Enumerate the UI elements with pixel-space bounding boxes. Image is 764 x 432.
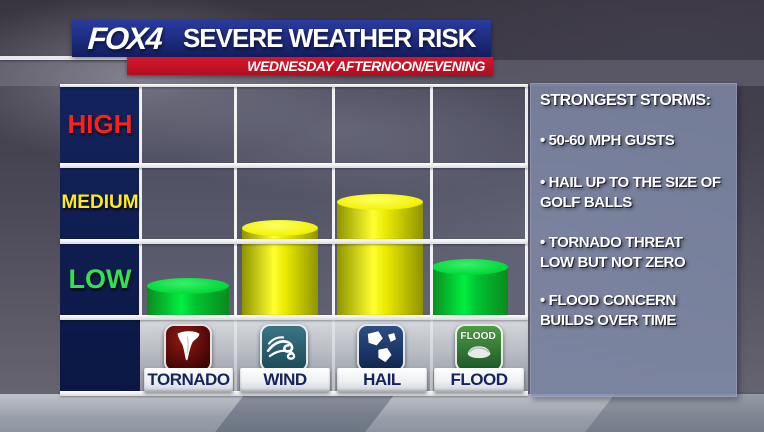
floor-shadow-band: [213, 392, 397, 432]
bullet-line: BUILDS OVER TIME: [540, 312, 677, 329]
wind-icon: [260, 324, 308, 372]
studio-floor: [0, 394, 764, 432]
grid-vline: [139, 85, 142, 318]
svg-text:FLOOD: FLOOD: [460, 331, 495, 342]
bullet-line: • 50-60 MPH GUSTS: [540, 132, 675, 149]
bar-hail-top: [337, 194, 423, 210]
bullet-hail: • HAIL UP TO THE SIZE OF GOLF BALLS: [540, 173, 729, 213]
bullet-gusts: • 50-60 MPH GUSTS: [540, 131, 729, 151]
hail-icon: [357, 324, 405, 372]
bullet-line: GOLF BALLS: [540, 194, 632, 211]
header-underline: [0, 56, 248, 60]
bar-tornado: [147, 278, 229, 318]
category-label-tornado: TORNADO: [144, 368, 233, 392]
category-label-text: TORNADO: [147, 370, 230, 389]
category-label-text: WIND: [263, 370, 307, 389]
bullet-line: • FLOOD CONCERN: [540, 292, 676, 309]
bar-flood-body: [432, 267, 508, 318]
grid-vline-faint: [234, 318, 237, 391]
page-title: SEVERE WEATHER RISK: [182, 23, 477, 53]
tornado-icon: [164, 324, 212, 372]
grid-hline: [60, 315, 528, 320]
floor-shadow-band: [583, 392, 764, 432]
fox4-logo: FOX4: [86, 20, 163, 56]
bullet-line: • TORNADO THREAT: [540, 234, 683, 251]
grid-hline: [60, 84, 528, 87]
flood-icon: FLOOD: [455, 324, 503, 372]
grid-vline: [525, 85, 528, 318]
grid-vline-faint: [430, 318, 433, 391]
grid-hline: [60, 239, 528, 244]
grid-vline: [332, 85, 335, 318]
axis-label-high: HIGH: [67, 109, 133, 139]
bullet-line: LOW BUT NOT ZERO: [540, 254, 686, 271]
bullet-tornado: • TORNADO THREAT LOW BUT NOT ZERO: [540, 233, 729, 273]
category-label-text: FLOOD: [450, 370, 509, 389]
category-label-flood: FLOOD: [434, 368, 524, 392]
bullet-line: • HAIL UP TO THE SIZE OF: [540, 174, 721, 191]
axis-label-medium: MEDIUM: [61, 192, 139, 213]
grid-hline: [60, 391, 528, 396]
bar-flood: [432, 259, 508, 318]
header-subtitle-bar: WEDNESDAY AFTERNOON/EVENING: [127, 57, 493, 75]
category-label-wind: WIND: [240, 368, 330, 392]
grid-vline: [234, 85, 237, 318]
grid-hline: [60, 163, 528, 168]
grid-vline: [430, 85, 433, 318]
category-label-hail: HAIL: [337, 368, 427, 392]
header-bar: FOX4 SEVERE WEATHER RISK: [72, 20, 491, 57]
page-subtitle: WEDNESDAY AFTERNOON/EVENING: [247, 58, 485, 74]
category-label-text: HAIL: [363, 370, 401, 389]
storm-details-panel: STRONGEST STORMS: • 50-60 MPH GUSTS • HA…: [530, 83, 737, 397]
axis-label-low: LOW: [68, 264, 132, 294]
bar-tornado-top: [147, 278, 229, 294]
bar-hail: [337, 194, 423, 318]
grid-vline-faint: [332, 318, 335, 391]
risk-axis-column: [60, 85, 140, 391]
bar-hail-body: [337, 202, 423, 318]
panel-heading: STRONGEST STORMS:: [540, 92, 711, 109]
bullet-flood: • FLOOD CONCERN BUILDS OVER TIME: [540, 291, 729, 331]
bar-wind-top: [242, 220, 318, 236]
bar-flood-top: [432, 259, 508, 275]
